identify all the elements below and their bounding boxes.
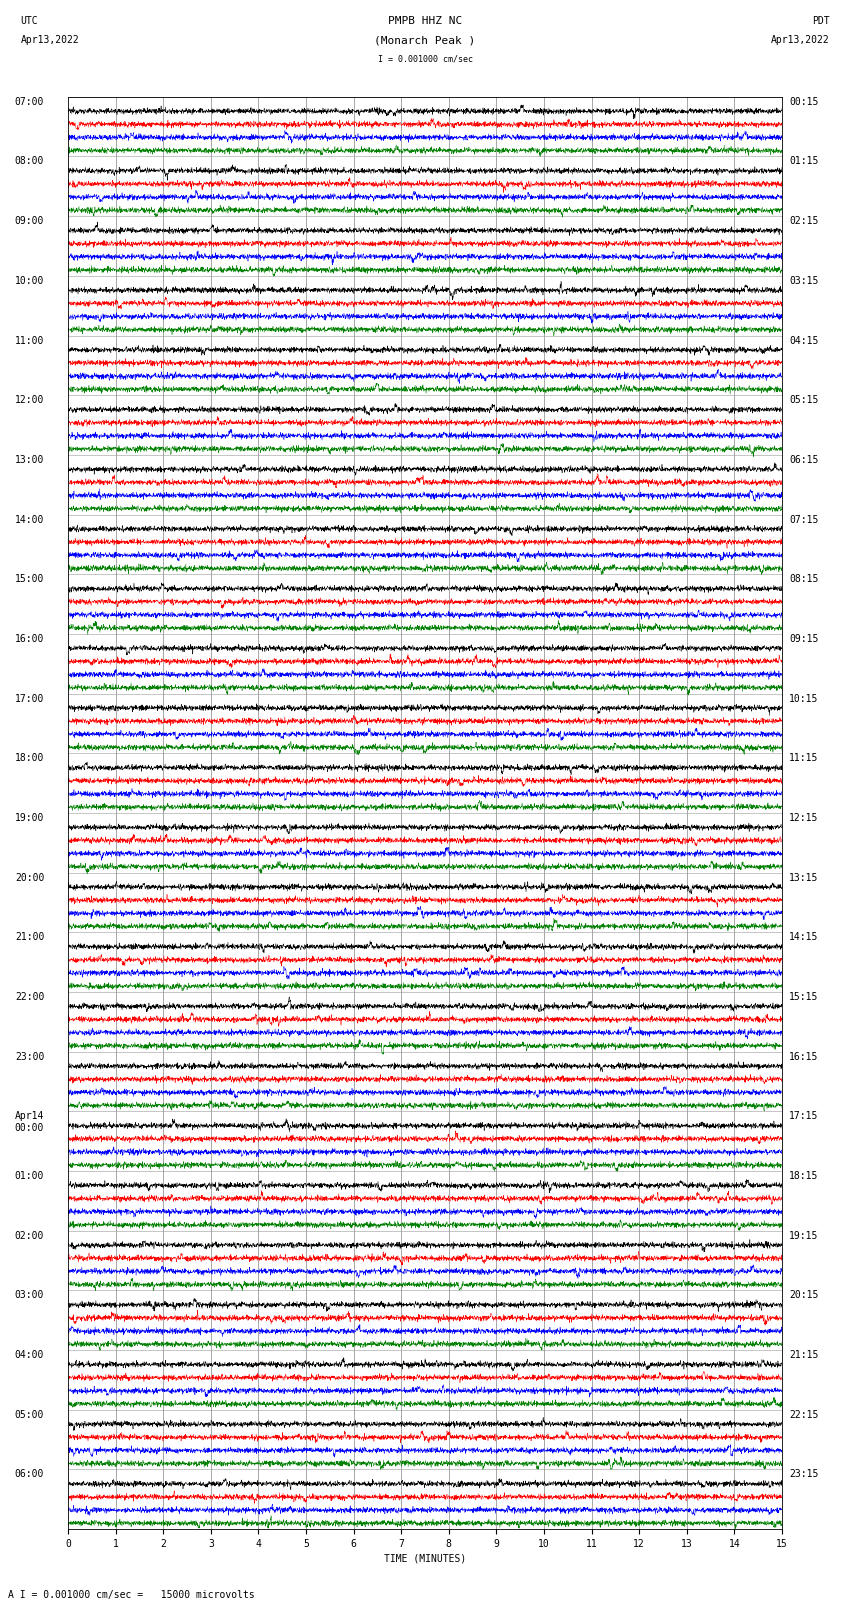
Text: 22:00: 22:00: [14, 992, 44, 1002]
Text: 03:00: 03:00: [14, 1290, 44, 1300]
Text: 05:00: 05:00: [14, 1410, 44, 1419]
Text: Apr13,2022: Apr13,2022: [771, 35, 830, 45]
Text: 06:00: 06:00: [14, 1469, 44, 1479]
Text: 13:00: 13:00: [14, 455, 44, 465]
Text: 08:00: 08:00: [14, 156, 44, 166]
Text: Apr14
00:00: Apr14 00:00: [14, 1111, 44, 1132]
Text: 15:15: 15:15: [789, 992, 819, 1002]
Text: UTC: UTC: [20, 16, 38, 26]
Text: 02:00: 02:00: [14, 1231, 44, 1240]
Text: 01:00: 01:00: [14, 1171, 44, 1181]
Text: 20:15: 20:15: [789, 1290, 819, 1300]
Text: 03:15: 03:15: [789, 276, 819, 286]
Text: 14:00: 14:00: [14, 515, 44, 524]
Text: 17:15: 17:15: [789, 1111, 819, 1121]
Text: 21:00: 21:00: [14, 932, 44, 942]
Text: 23:15: 23:15: [789, 1469, 819, 1479]
Text: PDT: PDT: [812, 16, 830, 26]
Text: I = 0.001000 cm/sec: I = 0.001000 cm/sec: [377, 55, 473, 65]
Text: 10:00: 10:00: [14, 276, 44, 286]
Text: 10:15: 10:15: [789, 694, 819, 703]
Text: 19:15: 19:15: [789, 1231, 819, 1240]
Text: 22:15: 22:15: [789, 1410, 819, 1419]
Text: 05:15: 05:15: [789, 395, 819, 405]
Text: A I = 0.001000 cm/sec =   15000 microvolts: A I = 0.001000 cm/sec = 15000 microvolts: [8, 1590, 255, 1600]
Text: 15:00: 15:00: [14, 574, 44, 584]
Text: 01:15: 01:15: [789, 156, 819, 166]
Text: 16:15: 16:15: [789, 1052, 819, 1061]
Text: 08:15: 08:15: [789, 574, 819, 584]
Text: 04:00: 04:00: [14, 1350, 44, 1360]
Text: 07:15: 07:15: [789, 515, 819, 524]
Text: 04:15: 04:15: [789, 336, 819, 345]
Text: 00:15: 00:15: [789, 97, 819, 106]
Text: 12:15: 12:15: [789, 813, 819, 823]
Text: 11:00: 11:00: [14, 336, 44, 345]
Text: 21:15: 21:15: [789, 1350, 819, 1360]
Text: (Monarch Peak ): (Monarch Peak ): [374, 35, 476, 45]
Text: 09:00: 09:00: [14, 216, 44, 226]
Text: 19:00: 19:00: [14, 813, 44, 823]
Text: 17:00: 17:00: [14, 694, 44, 703]
Text: 02:15: 02:15: [789, 216, 819, 226]
Text: 07:00: 07:00: [14, 97, 44, 106]
Text: 12:00: 12:00: [14, 395, 44, 405]
Text: PMPB HHZ NC: PMPB HHZ NC: [388, 16, 462, 26]
X-axis label: TIME (MINUTES): TIME (MINUTES): [384, 1553, 466, 1563]
Text: 13:15: 13:15: [789, 873, 819, 882]
Text: 18:00: 18:00: [14, 753, 44, 763]
Text: 23:00: 23:00: [14, 1052, 44, 1061]
Text: 20:00: 20:00: [14, 873, 44, 882]
Text: 14:15: 14:15: [789, 932, 819, 942]
Text: 09:15: 09:15: [789, 634, 819, 644]
Text: 06:15: 06:15: [789, 455, 819, 465]
Text: 11:15: 11:15: [789, 753, 819, 763]
Text: 16:00: 16:00: [14, 634, 44, 644]
Text: 18:15: 18:15: [789, 1171, 819, 1181]
Text: Apr13,2022: Apr13,2022: [20, 35, 79, 45]
